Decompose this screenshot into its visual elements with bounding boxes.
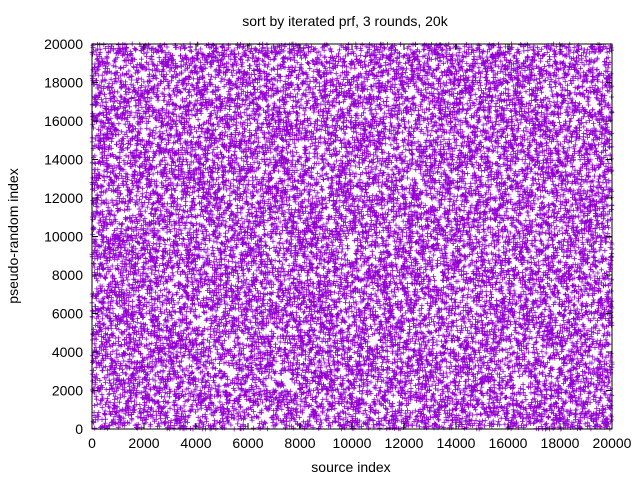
x-tick-label: 20000 — [593, 435, 632, 451]
x-tick-label: 8000 — [284, 435, 315, 451]
y-tick-label: 10000 — [44, 229, 83, 245]
x-tick-label: 0 — [88, 435, 96, 451]
y-tick-label: 14000 — [44, 152, 83, 168]
x-axis: 0 2000 4000 6000 8000 10000 12000 14000 16000 180… — [88, 44, 632, 451]
x-tick-label: 18000 — [541, 435, 580, 451]
chart-title: sort by iterated prf, 3 rounds, 20k — [242, 13, 448, 29]
x-tick-label: 2000 — [128, 435, 159, 451]
y-tick-label: 6000 — [52, 306, 83, 322]
y-tick-label: 18000 — [44, 75, 83, 91]
y-tick-label: 8000 — [52, 267, 83, 283]
x-tick-label: 6000 — [232, 435, 263, 451]
x-tick-label: 4000 — [180, 435, 211, 451]
y-tick-label: 16000 — [44, 113, 83, 129]
x-axis-label: source index — [311, 459, 390, 475]
y-tick-label: 20000 — [44, 36, 83, 52]
y-tick-label: 12000 — [44, 190, 83, 206]
y-tick-label: 0 — [75, 421, 83, 437]
y-tick-label: 2000 — [52, 383, 83, 399]
x-tick-label: 10000 — [333, 435, 372, 451]
x-tick-label: 14000 — [437, 435, 476, 451]
x-tick-label: 12000 — [385, 435, 424, 451]
y-axis: 0 2000 4000 6000 8000 10000 12000 14000 16000 180… — [44, 36, 612, 437]
y-tick-label: 4000 — [52, 344, 83, 360]
x-tick-label: 16000 — [489, 435, 528, 451]
y-axis-label: pseudo-random index — [5, 168, 21, 303]
